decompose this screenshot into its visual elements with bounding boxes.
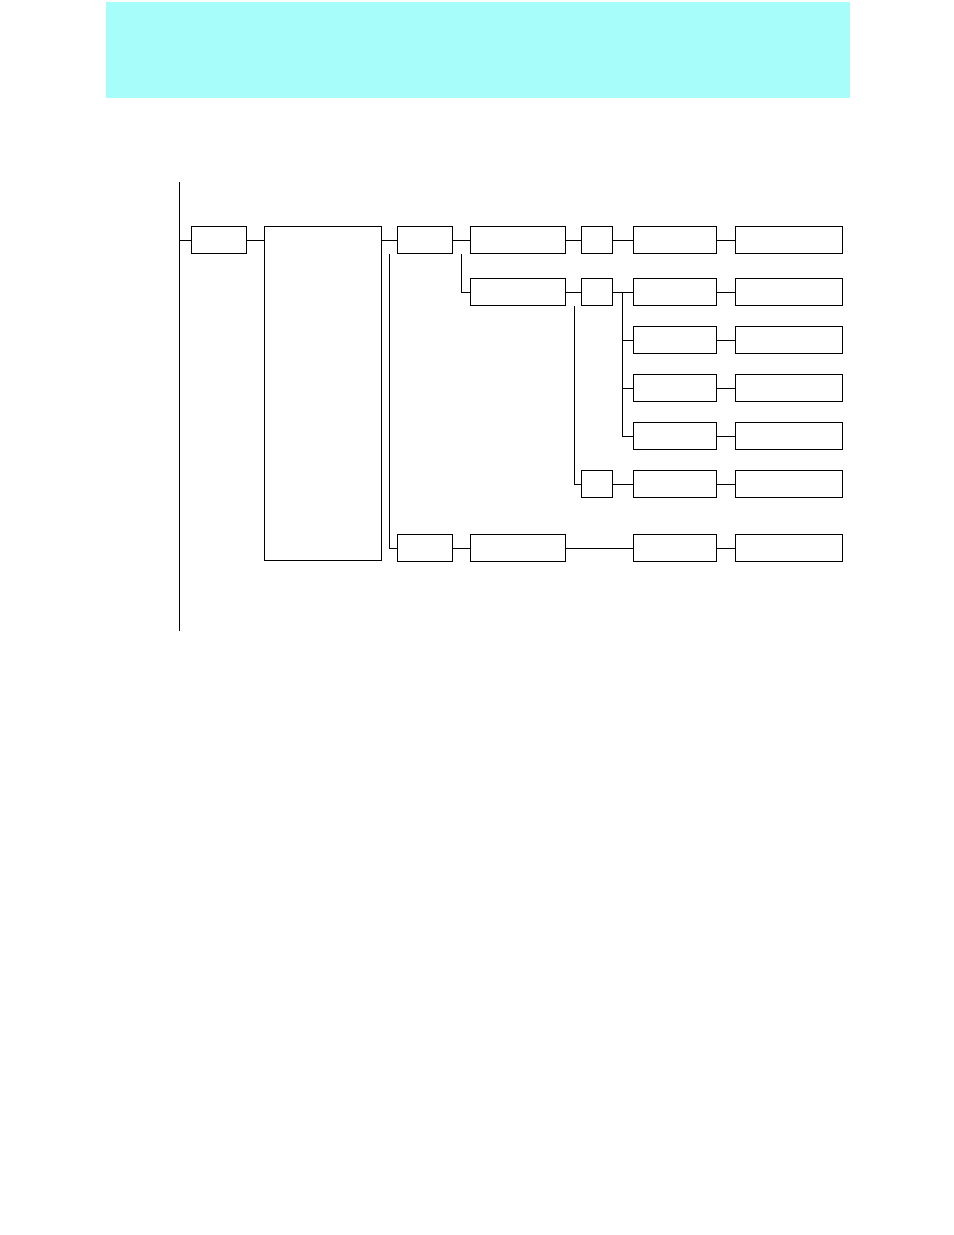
connector: [247, 240, 264, 241]
diagram-canvas: [0, 0, 954, 1235]
node-D7: [470, 534, 566, 562]
connector: [622, 292, 623, 341]
node-E6: [581, 470, 613, 498]
node-F1: [633, 226, 717, 254]
connector: [389, 254, 390, 549]
node-F6: [633, 470, 717, 498]
node-F5: [633, 422, 717, 450]
connector: [622, 436, 633, 437]
connector: [622, 388, 633, 389]
node-G2: [735, 278, 843, 306]
node-C1: [397, 226, 453, 254]
connector: [717, 240, 735, 241]
connector: [613, 484, 633, 485]
connector: [613, 240, 633, 241]
node-F4: [633, 374, 717, 402]
connector: [622, 340, 623, 389]
connector: [566, 548, 633, 549]
trunk-line: [179, 182, 180, 631]
node-F7: [633, 534, 717, 562]
node-G5: [735, 422, 843, 450]
connector: [566, 292, 581, 293]
node-A0: [191, 226, 247, 254]
connector: [622, 340, 633, 341]
node-D2: [470, 278, 566, 306]
node-B0: [264, 226, 382, 561]
connector: [382, 240, 397, 241]
node-G7: [735, 534, 843, 562]
connector: [613, 292, 633, 293]
node-C7: [397, 534, 453, 562]
node-D1: [470, 226, 566, 254]
node-G4: [735, 374, 843, 402]
connector: [574, 484, 581, 485]
connector: [566, 240, 581, 241]
connector: [389, 548, 397, 549]
node-G1: [735, 226, 843, 254]
node-G3: [735, 326, 843, 354]
node-F2: [633, 278, 717, 306]
connector: [461, 292, 470, 293]
connector: [717, 484, 735, 485]
node-G6: [735, 470, 843, 498]
connector: [453, 548, 470, 549]
connector: [717, 292, 735, 293]
node-F3: [633, 326, 717, 354]
connector: [461, 254, 462, 293]
connector: [717, 436, 735, 437]
connector: [622, 388, 623, 437]
connector: [717, 548, 735, 549]
header-banner: [106, 2, 850, 98]
connector: [717, 388, 735, 389]
connector: [179, 240, 191, 241]
connector: [717, 340, 735, 341]
connector: [453, 240, 470, 241]
node-E1: [581, 226, 613, 254]
connector: [574, 306, 575, 485]
node-E2: [581, 278, 613, 306]
